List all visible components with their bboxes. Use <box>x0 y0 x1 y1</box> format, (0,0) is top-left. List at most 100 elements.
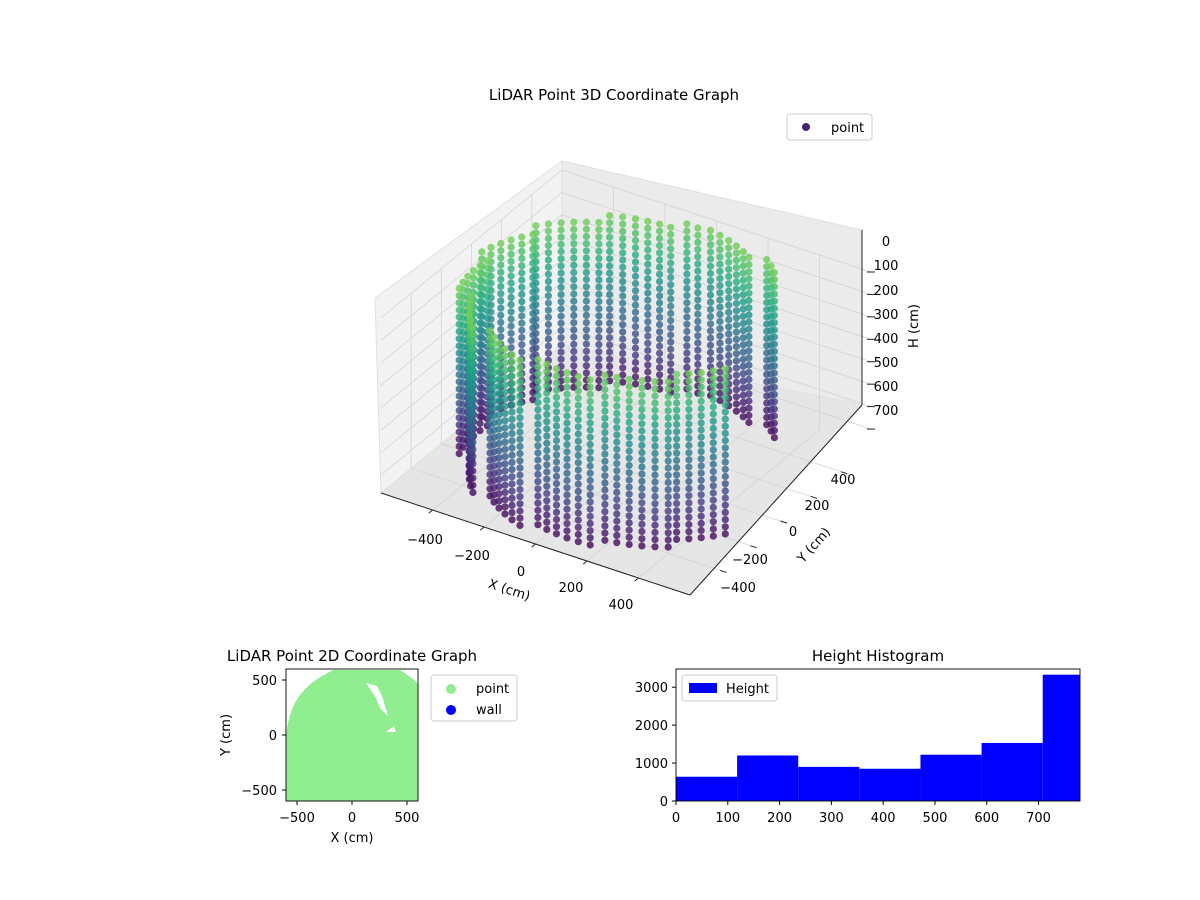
data-point <box>469 267 478 275</box>
data-point <box>673 399 681 407</box>
data-point <box>683 248 691 257</box>
data-point <box>557 298 565 306</box>
data-point <box>508 394 516 402</box>
data-point <box>770 383 779 391</box>
data-point <box>613 409 621 417</box>
data-point <box>694 260 702 268</box>
legend-frame <box>786 113 873 141</box>
data-point <box>709 510 717 519</box>
data-point <box>595 312 603 320</box>
data-point <box>697 376 705 384</box>
data-point <box>586 505 594 513</box>
data-point <box>619 378 627 386</box>
data-point <box>683 270 691 278</box>
data-point <box>574 408 582 416</box>
legend-3d: point <box>786 113 873 141</box>
data-point <box>501 467 509 475</box>
data-point <box>697 426 705 434</box>
data-point <box>476 348 484 356</box>
data-point <box>613 460 621 468</box>
data-point <box>709 460 717 468</box>
data-point <box>563 390 571 398</box>
data-point <box>529 309 537 318</box>
data-point <box>613 531 621 540</box>
data-point <box>501 481 509 489</box>
histogram-bar <box>859 768 921 801</box>
data-point <box>631 222 640 230</box>
data-point <box>667 259 675 267</box>
data-point <box>683 306 691 314</box>
data-point <box>694 281 702 290</box>
data-point <box>516 500 524 508</box>
data-point <box>732 278 741 286</box>
data-point <box>516 356 524 364</box>
data-point <box>534 456 542 464</box>
data-point <box>543 468 551 476</box>
data-point <box>683 234 691 242</box>
data-point <box>518 341 526 349</box>
data-point <box>544 306 553 314</box>
data-point <box>721 408 729 416</box>
data-point <box>534 377 542 385</box>
data-point <box>601 479 609 487</box>
data-point <box>625 426 633 434</box>
data-point <box>697 512 705 520</box>
data-point <box>563 534 571 542</box>
data-point <box>582 369 591 377</box>
data-point <box>534 406 542 414</box>
data-point <box>619 249 627 257</box>
data-point <box>770 355 779 363</box>
data-point <box>476 283 484 291</box>
data-point <box>694 231 702 239</box>
data-point <box>601 393 609 401</box>
data-point <box>557 283 565 291</box>
data-point <box>501 352 509 360</box>
data-point <box>455 421 463 429</box>
data-point <box>552 422 561 430</box>
histogram-ticks <box>672 686 1040 805</box>
data-point <box>552 393 561 401</box>
data-point <box>595 254 603 262</box>
data-point <box>574 495 582 503</box>
data-point <box>601 472 609 480</box>
data-point <box>606 312 614 320</box>
data-point <box>638 398 646 406</box>
data-point <box>667 223 675 231</box>
data-point <box>529 302 537 310</box>
data-point <box>534 399 542 407</box>
data-point <box>552 444 561 452</box>
data-point <box>543 425 551 433</box>
data-point <box>619 299 627 307</box>
data-point <box>685 535 693 543</box>
data-point <box>667 317 675 325</box>
data-point <box>476 405 484 413</box>
data-point <box>685 441 693 450</box>
data-point <box>673 449 681 457</box>
data-point <box>673 413 681 421</box>
data-point <box>570 304 578 312</box>
data-point <box>619 278 627 286</box>
data-point <box>656 234 664 242</box>
data-point <box>745 332 753 340</box>
data-point <box>476 269 484 277</box>
data-point <box>644 239 652 247</box>
data-point <box>552 530 561 538</box>
data-point <box>732 307 741 315</box>
data-point <box>694 360 702 368</box>
data-point <box>467 317 475 325</box>
data-point <box>613 510 621 518</box>
data-point <box>739 377 747 385</box>
data-point <box>667 238 675 246</box>
data-point <box>651 428 659 436</box>
data-point <box>613 481 621 489</box>
data-point <box>625 512 633 520</box>
data-point <box>529 238 537 246</box>
data-point <box>673 499 681 508</box>
data-point <box>534 427 542 435</box>
data-point <box>745 383 753 391</box>
data-point <box>683 313 691 321</box>
data-point <box>574 387 582 395</box>
data-point <box>606 319 614 327</box>
data-point <box>673 464 681 472</box>
y-tick-mark <box>840 471 848 475</box>
